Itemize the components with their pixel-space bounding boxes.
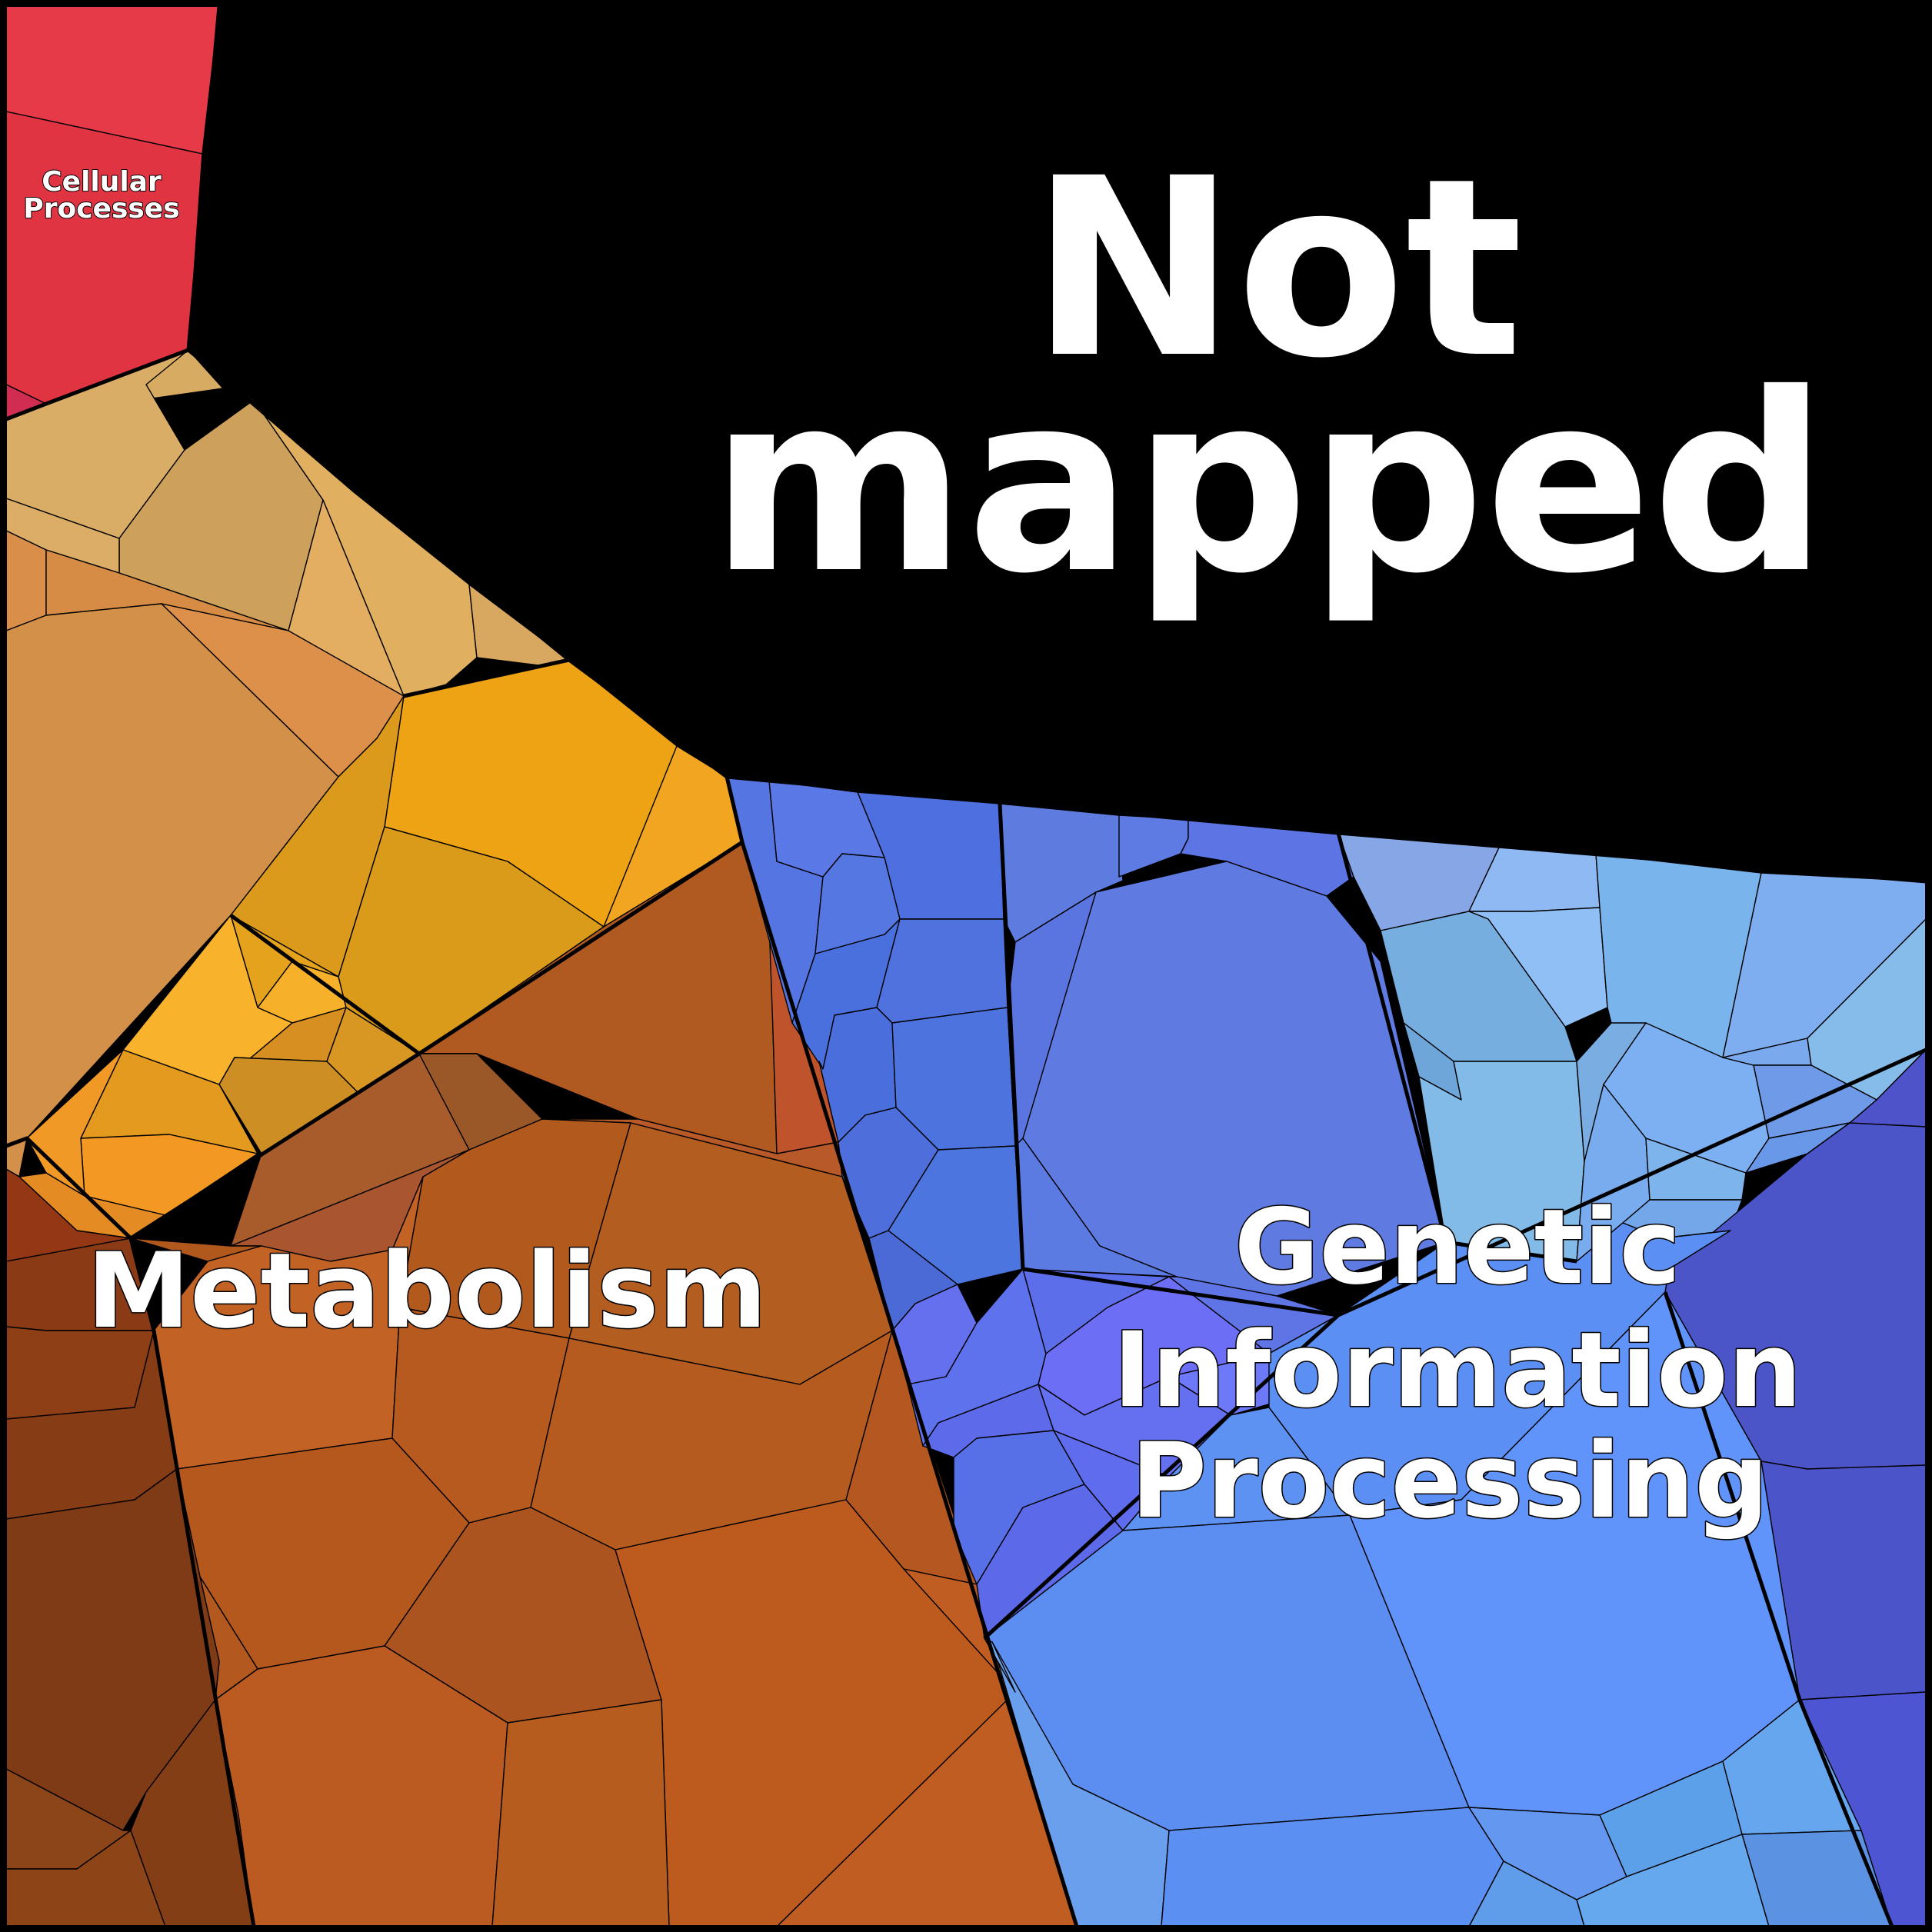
region-metabolism[interactable]	[5, 349, 1078, 1927]
label-genetic-line1: Genetic	[1234, 1187, 1681, 1307]
label-cellular-processes-line2: Processes	[23, 193, 179, 225]
cell-genetic-blue-6[interactable]	[876, 918, 1008, 1024]
region-cellular-processes[interactable]	[5, 5, 220, 420]
label-metabolism: Metabolism	[87, 1231, 768, 1351]
label-genetic-line2: Information	[1113, 1310, 1802, 1431]
label-not-mapped-line1: Not	[1031, 126, 1524, 412]
cell-metabolism-rust-20[interactable]	[491, 1699, 670, 1927]
label-genetic-line3: Processing	[1131, 1421, 1769, 1541]
label-group: Not mapped Cellular Processes Metabolism…	[22, 125, 1829, 1543]
label-not-mapped-line2: mapped	[710, 341, 1828, 628]
cell-genetic-blue-10[interactable]	[888, 1145, 1024, 1285]
label-cellular-processes-line1: Cellular	[42, 166, 162, 198]
region-boundaries	[5, 5, 1927, 1927]
